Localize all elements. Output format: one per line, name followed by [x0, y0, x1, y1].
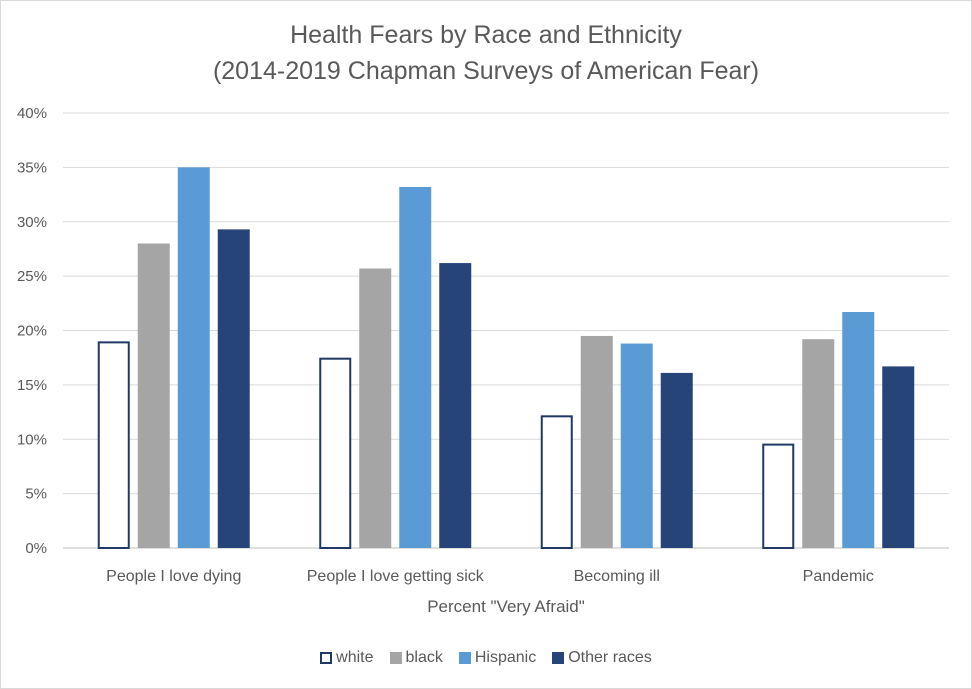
- bar-other-races: [660, 372, 693, 548]
- bar-hispanic: [399, 186, 432, 548]
- bar-other-races: [439, 263, 472, 548]
- chart-title: Health Fears by Race and Ethnicity: [290, 21, 682, 49]
- bar-black: [580, 335, 613, 548]
- legend-swatch: [552, 652, 565, 664]
- bar-other-races: [882, 366, 915, 548]
- legend-label: Hispanic: [474, 649, 537, 666]
- bar-hispanic: [620, 343, 653, 548]
- x-axis-title: Percent "Very Afraid": [427, 597, 585, 616]
- x-tick-label: People I love dying: [106, 568, 241, 585]
- legend-swatch: [458, 652, 471, 664]
- y-tick-label: 30%: [17, 214, 47, 231]
- y-tick-label: 5%: [25, 486, 47, 503]
- y-tick-label: 25%: [17, 268, 47, 285]
- legend-swatch: [320, 652, 333, 664]
- legend: white black Hispanic Other races: [1, 649, 971, 667]
- bar-black: [359, 268, 392, 548]
- bar-hispanic: [842, 312, 875, 548]
- y-tick-label: 10%: [17, 431, 47, 448]
- legend-swatch: [389, 652, 402, 664]
- bar-white: [540, 415, 573, 550]
- y-tick-label: 0%: [25, 540, 47, 557]
- bar-hispanic: [177, 167, 210, 548]
- bar-white: [762, 443, 795, 550]
- x-tick-label: People I love getting sick: [307, 568, 485, 585]
- y-tick-label: 40%: [17, 105, 47, 122]
- bar-white: [319, 357, 352, 549]
- y-tick-label: 35%: [17, 159, 47, 176]
- legend-item: Hispanic: [458, 649, 537, 667]
- chart-subtitle: (2014-2019 Chapman Surveys of American F…: [212, 57, 760, 85]
- bar-white: [97, 341, 130, 549]
- x-tick-label: Becoming ill: [574, 568, 660, 585]
- legend-item: Other races: [552, 649, 652, 667]
- y-tick-label: 15%: [17, 377, 47, 394]
- bar-other-races: [217, 229, 250, 549]
- legend-label: Other races: [568, 649, 652, 666]
- x-tick-label: Pandemic: [803, 568, 874, 585]
- legend-item: black: [389, 649, 443, 667]
- legend-item: white: [320, 649, 374, 667]
- legend-label: white: [336, 649, 374, 666]
- bar-black: [802, 339, 835, 548]
- bar-black: [137, 243, 170, 548]
- y-tick-label: 20%: [17, 323, 47, 340]
- legend-label: black: [405, 649, 443, 666]
